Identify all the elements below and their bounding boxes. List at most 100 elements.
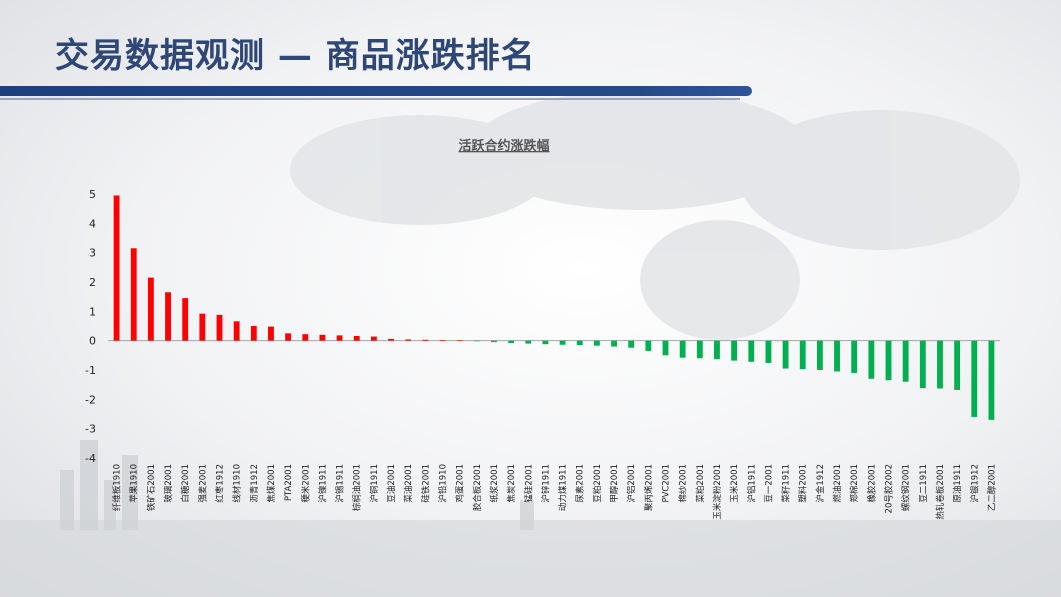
category-label: 螺纹钢2001 [901,464,912,511]
category-label: 燃油2001 [832,464,843,503]
bar [250,326,257,341]
bar [628,340,635,348]
category-label: 豆二1911 [919,464,929,503]
bar [285,333,292,341]
y-tick-label: -2 [85,393,96,406]
bar [336,335,343,341]
y-tick-label: 2 [89,276,96,289]
y-tick-label: -4 [85,452,96,465]
category-label: 沪金1912 [815,464,826,503]
bar [370,336,377,341]
bar [696,340,703,359]
bar [559,340,566,345]
y-tick-label: 1 [89,305,96,318]
bar [937,340,943,389]
category-label: 苹果1910 [129,464,140,503]
category-label: 焦煤2001 [266,464,277,503]
bar [233,321,240,341]
category-label: PVC2001 [662,464,672,503]
category-label: 沪银1912 [969,464,980,503]
category-label: 纸浆2001 [489,464,500,503]
category-label: 乙二醇2001 [986,464,997,511]
bar [268,326,274,341]
bar [645,340,652,351]
category-label: 沪镍1911 [317,464,328,503]
bars [113,195,995,420]
bar [130,248,137,341]
category-label: 红枣1912 [215,464,226,503]
bar [954,340,961,390]
category-label: 沪铝2001 [626,464,637,503]
bar [576,340,583,346]
bar [473,340,480,342]
bar [971,340,978,417]
y-tick-label: -1 [85,364,96,377]
bar [748,340,755,362]
bar [868,340,875,379]
category-label: 豆粕2001 [592,464,603,503]
bar [834,340,840,372]
bar [216,314,223,341]
bar [525,340,532,344]
bar [731,340,738,361]
category-label: 沪锡1911 [335,464,346,503]
y-tick-label: 5 [89,188,96,201]
category-label: 硅铁2001 [420,464,431,503]
category-label: 沪锌1911 [540,464,551,503]
bar [816,340,823,370]
y-tick-label: -3 [85,423,96,436]
category-labels: 纤维板1910 苹果1910 铁矿石2001 玻璃2001 白糖2001 强麦2001 红枣… [112,464,998,520]
category-label: 纤维板1910 [112,464,123,511]
title-underline-thin [0,98,740,100]
bar [988,340,995,420]
category-label: 锰硅2001 [523,464,534,503]
bar [799,340,806,370]
category-label: 菜粕2001 [695,464,706,503]
bar [662,340,669,356]
page-title: 交易数据观测 — 商品涨跌排名 [55,36,536,76]
category-label: 20号胶2002 [884,464,895,513]
bar [714,340,720,360]
category-label: 尿素2001 [575,464,586,503]
category-label: 菜油2001 [403,464,414,503]
category-label: 鸡蛋2001 [455,464,466,503]
category-label: 聚丙烯2001 [643,464,654,511]
category-label: 沪铅1910 [438,464,449,503]
category-label: 甲醇2001 [609,464,620,503]
bar [508,340,515,344]
category-label: 豆油2001 [386,464,397,503]
bar [593,340,600,346]
bar [405,339,412,341]
category-label: 棕榈油2001 [352,464,363,511]
category-label: 焦炭2001 [506,464,517,503]
bar [199,313,206,341]
category-label: 胶合板2001 [472,464,483,511]
y-tick-label: 0 [89,335,96,348]
chart-title: 活跃合约涨跌幅 [458,138,549,154]
category-label: 沥青1912 [249,464,260,503]
category-label: 棉纱2001 [678,464,689,503]
bar [113,195,120,341]
y-tick-label: 4 [89,217,96,230]
bar [542,340,549,345]
category-label: 沪铝1911 [746,464,757,503]
category-label: 玉米2001 [729,464,740,503]
category-label: 线材1910 [232,464,243,503]
bar [439,340,446,341]
bar [456,340,463,341]
bar [782,340,789,369]
bar [765,340,772,363]
category-label: 橡胶2001 [866,464,877,503]
bar [919,340,926,389]
bar [319,334,326,341]
category-label: 玻璃2001 [163,464,174,503]
category-label: PTA2001 [284,464,294,501]
bar [353,335,360,341]
bar [902,340,909,382]
category-label: 塑料2001 [798,464,809,503]
bar [182,298,189,341]
bar [679,340,686,358]
bar [302,334,309,341]
